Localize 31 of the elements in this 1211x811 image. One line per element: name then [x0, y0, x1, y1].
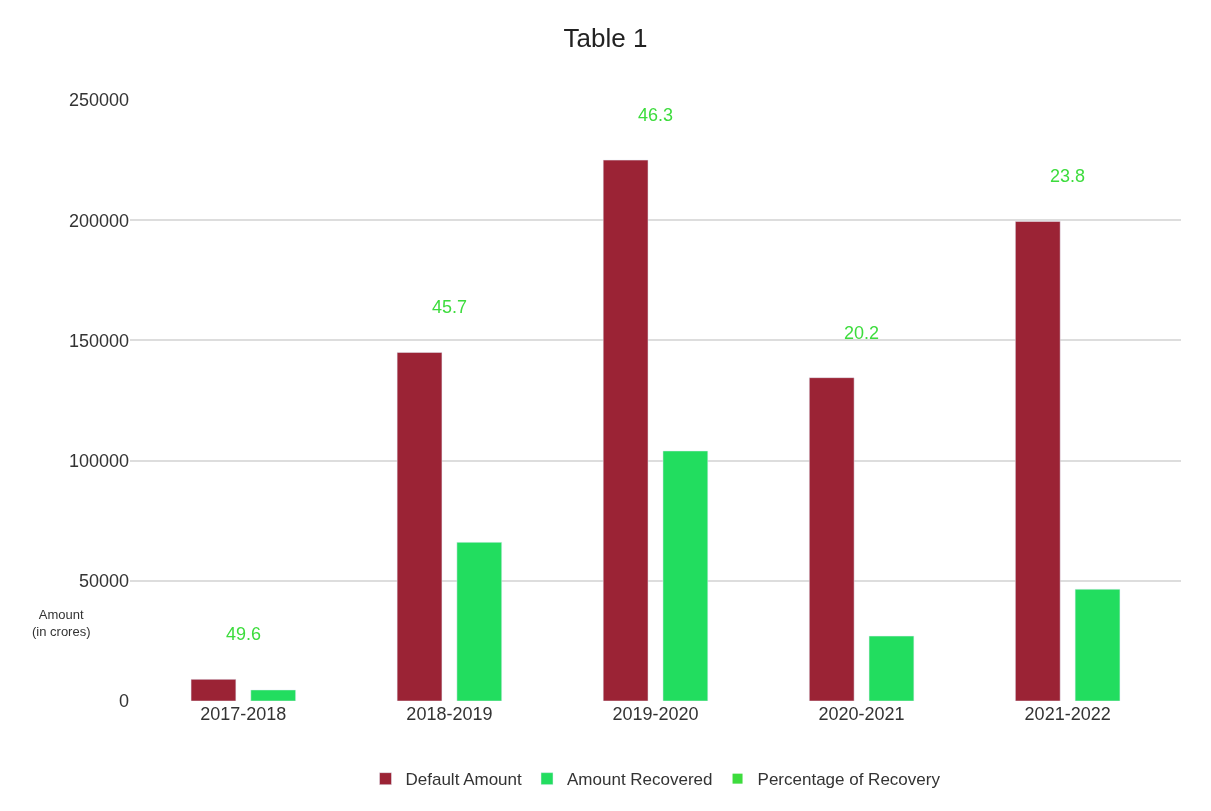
- annotation: 20.2: [844, 323, 880, 343]
- x-tick-label: 2017-2018: [200, 704, 287, 724]
- annotation: 49.6: [226, 624, 262, 644]
- annotation: 45.7: [432, 297, 468, 317]
- legend-label: Percentage of Recovery: [757, 770, 941, 790]
- bar: [456, 542, 502, 701]
- bar: [190, 679, 237, 701]
- x-tick-label: 2018-2019: [406, 704, 493, 724]
- y-tick-label: 250000: [68, 90, 129, 111]
- bar: [809, 377, 855, 701]
- bar: [602, 159, 649, 701]
- bar: [868, 635, 915, 701]
- bar: [396, 352, 443, 701]
- y-axis-title: Amount (in crores): [32, 607, 91, 639]
- y-tick-label: 200000: [68, 210, 129, 231]
- bar: [250, 689, 296, 701]
- x-tick-label: 2019-2020: [612, 704, 699, 724]
- legend-label: Amount Recovered: [567, 770, 713, 790]
- y-tick-label: 50000: [78, 571, 129, 592]
- bar: [1015, 221, 1061, 701]
- bar: [1074, 588, 1121, 701]
- y-tick-label: 0: [118, 691, 129, 712]
- chart-title: Table 1: [563, 22, 648, 53]
- x-tick-label: 2020-2021: [818, 704, 905, 724]
- y-tick-label: 100000: [68, 450, 129, 471]
- bar: [662, 450, 709, 701]
- annotation: 23.8: [1050, 166, 1086, 186]
- legend-label: Default Amount: [405, 770, 523, 790]
- x-tick-label: 2021-2022: [1024, 704, 1111, 724]
- y-tick-label: 150000: [68, 330, 129, 351]
- annotation: 46.3: [638, 105, 674, 125]
